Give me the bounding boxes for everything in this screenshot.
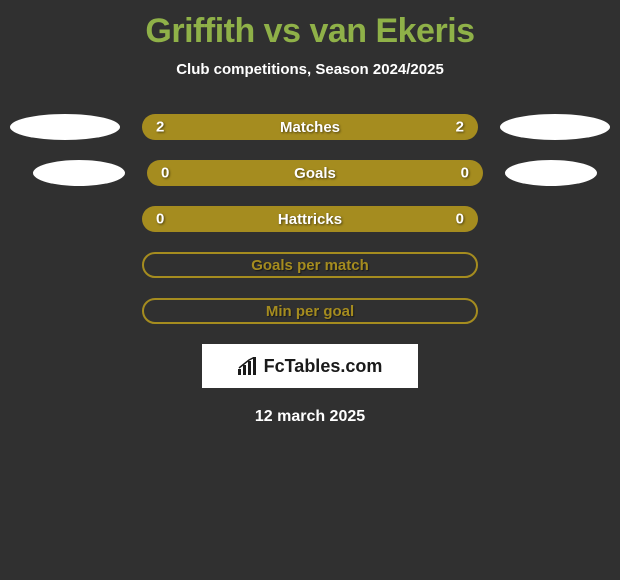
stats-container: 2 Matches 2 0 Goals 0 0 Hattricks 0 Goals per mat… (0, 114, 620, 324)
stat-row: 0 Goals 0 (0, 160, 620, 186)
stat-row: 0 Hattricks 0 (0, 206, 620, 232)
stat-row: 2 Matches 2 (0, 114, 620, 140)
stat-bar: Min per goal (142, 298, 478, 324)
stat-value-left: 0 (156, 211, 164, 228)
player-oval-right (505, 160, 597, 186)
page-title: Griffith vs van Ekeris (0, 0, 620, 51)
stat-value-right: 0 (461, 165, 469, 182)
player-oval-left (10, 114, 120, 140)
stat-row: Min per goal (0, 298, 620, 324)
player-oval-left (33, 160, 125, 186)
stat-value-right: 2 (456, 119, 464, 136)
brand-logo: FcTables.com (238, 356, 383, 377)
stat-row: Goals per match (0, 252, 620, 278)
footer-date: 12 march 2025 (0, 408, 620, 426)
brand-logo-box: FcTables.com (202, 344, 418, 388)
stat-value-left: 0 (161, 165, 169, 182)
stat-label: Matches (280, 119, 340, 136)
stat-bar: 0 Goals 0 (147, 160, 483, 186)
brand-logo-text: FcTables.com (264, 356, 383, 377)
stat-bar: 2 Matches 2 (142, 114, 478, 140)
player-oval-right (500, 114, 610, 140)
chart-icon (238, 357, 260, 375)
page-subtitle: Club competitions, Season 2024/2025 (0, 61, 620, 78)
stat-bar: 0 Hattricks 0 (142, 206, 478, 232)
stat-bar: Goals per match (142, 252, 478, 278)
stat-label: Goals per match (251, 257, 369, 274)
stat-value-left: 2 (156, 119, 164, 136)
stat-label: Hattricks (278, 211, 342, 228)
stat-label: Min per goal (266, 303, 354, 320)
stat-label: Goals (294, 165, 336, 182)
stat-value-right: 0 (456, 211, 464, 228)
